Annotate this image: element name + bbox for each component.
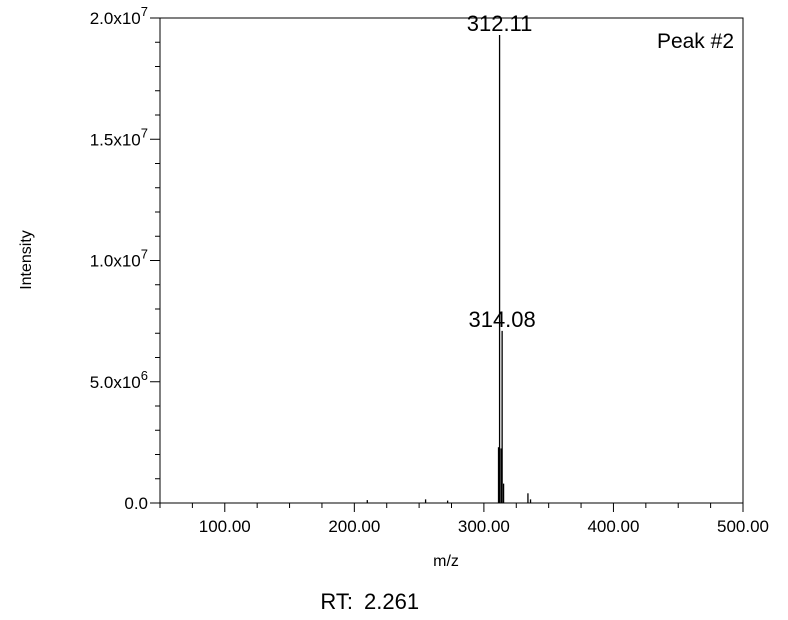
y-tick-label: 2.0x107 [90,4,148,28]
y-tick-label: 5.0x106 [90,368,148,392]
spectrum-peaks [366,34,532,503]
x-tick-label: 500.00 [717,517,769,536]
retention-time-value: 2.261 [364,589,419,614]
peak-label: 314.08 [468,307,535,332]
y-tick-label: 1.5x107 [90,125,148,149]
peak-annotation: Peak #2 [657,30,734,53]
retention-time: RT: 2.261 [320,589,419,614]
y-tick-label: 0.0 [124,494,148,513]
x-tick-label: 200.00 [328,517,380,536]
plot-area: 0.0 5.0x106 1.0x107 1.5x107 2.0x107 100.00 20… [90,4,769,536]
y-axis-label: Intensity [18,230,35,290]
x-tick-label: 300.00 [458,517,510,536]
y-tick-label: 1.0x107 [90,247,148,271]
x-axis-label: m/z [433,553,459,570]
x-tick-label: 400.00 [587,517,639,536]
peak-label: 312.11 [467,11,533,36]
plot-frame [159,17,744,504]
peak-labels: 312.11 314.08 [467,11,536,332]
retention-time-label: RT: [320,589,353,614]
x-tick-label: 100.00 [199,517,251,536]
x-axis-ticks: 100.00 200.00 300.00 400.00 500.00 [159,503,769,536]
y-axis-ticks: 0.0 5.0x106 1.0x107 1.5x107 2.0x107 [90,4,160,513]
